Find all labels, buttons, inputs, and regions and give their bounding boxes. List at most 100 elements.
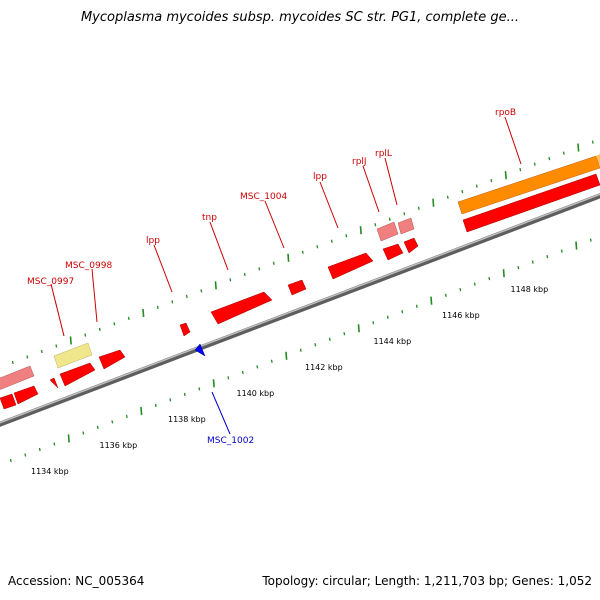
major-tick <box>212 379 215 388</box>
gene-label-lpp-2[interactable]: lpp <box>313 172 327 182</box>
gene-label-rpoB[interactable]: rpoB <box>495 108 516 118</box>
minor-tick <box>198 387 201 391</box>
minor-tick <box>272 261 275 265</box>
gene-label-lpp-1[interactable]: lpp <box>146 236 160 246</box>
scale-tick-label: 1134 kbp <box>31 467 69 476</box>
gene-fwd-rpoB[interactable] <box>462 173 600 233</box>
gene-fwd-tnp[interactable] <box>210 291 273 325</box>
minor-tick <box>127 316 130 321</box>
minor-tick <box>185 294 188 298</box>
gene-msc-0998-box[interactable] <box>53 342 93 369</box>
minor-tick <box>55 344 58 348</box>
minor-tick <box>113 322 116 326</box>
minor-tick <box>328 337 331 341</box>
minor-tick <box>415 304 418 308</box>
minor-tick <box>374 223 377 227</box>
major-tick <box>67 434 70 443</box>
minor-tick <box>200 289 203 293</box>
major-tick <box>359 226 362 235</box>
genome-backbone-highlight <box>0 193 600 424</box>
scale-tick-label: 1136 kbp <box>100 441 138 450</box>
gene-fwd-g[interactable] <box>287 279 307 296</box>
minor-tick <box>473 282 476 286</box>
gene-label-rplL[interactable]: rplL <box>375 149 392 159</box>
minor-tick <box>589 238 592 242</box>
gene-fwd-h[interactable] <box>382 243 404 261</box>
gene-label-msc-1002[interactable]: MSC_1002 <box>207 436 254 446</box>
major-tick <box>214 281 217 290</box>
minor-tick <box>243 272 246 276</box>
scale-tick-label: 1148 kbp <box>511 285 549 294</box>
minor-tick <box>316 245 319 249</box>
label-leaders <box>50 116 522 435</box>
accession-text: Accession: NC_005364 <box>8 574 145 588</box>
minor-tick <box>345 234 348 238</box>
genome-backbone <box>0 193 600 427</box>
gene-track-forward-inner <box>0 173 600 410</box>
minor-tick <box>53 442 56 446</box>
gene-fwd-f[interactable] <box>179 322 191 337</box>
gene-fwd-d[interactable] <box>59 362 96 387</box>
gene-fwd-lpp[interactable] <box>327 252 374 280</box>
gene-label-msc-1004[interactable]: MSC_1004 <box>240 192 287 202</box>
minor-tick <box>386 315 389 319</box>
major-tick <box>140 406 143 415</box>
scale-tick-label: 1144 kbp <box>374 337 412 346</box>
minor-tick <box>519 168 522 172</box>
inner-tick-ring: 1134 kbp 1136 kbp 1138 kbp 1140 kbp 1142 kbp… <box>9 238 592 476</box>
minor-tick <box>533 162 536 166</box>
gene-label-msc-0998[interactable]: MSC_0998 <box>65 261 112 271</box>
gene-track-forward-outer <box>0 154 600 390</box>
minor-tick <box>38 447 41 452</box>
outer-tick-ring <box>11 140 594 365</box>
gene-rpoB-box[interactable] <box>457 155 600 215</box>
minor-tick <box>459 288 462 292</box>
major-tick <box>577 143 580 152</box>
gene-fwd-i[interactable] <box>403 237 419 254</box>
gene-rpoB-box-edge <box>596 154 600 166</box>
minor-tick <box>343 332 346 336</box>
minor-tick <box>258 267 261 271</box>
scale-tick-label: 1138 kbp <box>168 415 206 424</box>
gene-label-tnp[interactable]: tnp <box>202 213 217 223</box>
minor-tick <box>183 392 186 396</box>
gene-rplL-box[interactable] <box>397 217 415 235</box>
minor-tick <box>591 140 594 144</box>
minor-tick <box>154 403 157 408</box>
gene-reverse-msc-1002[interactable] <box>194 343 206 357</box>
gene-fwd-e[interactable] <box>98 349 126 370</box>
minor-tick <box>490 179 493 183</box>
minor-tick <box>171 300 174 304</box>
major-tick <box>430 296 433 305</box>
minor-tick <box>548 156 551 161</box>
gene-rplJ-box[interactable] <box>376 221 399 242</box>
minor-tick <box>330 239 333 243</box>
gene-fwd-b[interactable] <box>13 385 39 405</box>
gene-label-msc-0997[interactable]: MSC_0997 <box>27 277 74 287</box>
minor-tick <box>169 398 172 402</box>
major-tick <box>504 171 507 180</box>
minor-tick <box>96 425 99 430</box>
minor-tick <box>560 249 563 253</box>
map-title: Mycoplasma mycoides subsp. mycoides SC s… <box>80 10 520 25</box>
minor-tick <box>156 305 159 310</box>
gene-fwd-c[interactable] <box>49 377 59 389</box>
minor-tick <box>488 277 491 281</box>
minor-tick <box>84 333 87 337</box>
minor-tick <box>24 453 27 457</box>
major-tick <box>432 198 435 207</box>
minor-tick <box>446 195 449 199</box>
gene-fwd-a[interactable] <box>0 393 17 410</box>
minor-tick <box>461 190 464 194</box>
major-tick <box>575 241 578 250</box>
major-tick <box>142 308 145 317</box>
minor-tick <box>98 327 101 332</box>
major-tick <box>287 253 290 262</box>
minor-tick <box>531 260 534 264</box>
minor-tick <box>372 321 375 325</box>
gene-label-rplJ[interactable]: rplJ <box>352 157 367 167</box>
minor-tick <box>241 370 244 374</box>
minor-tick <box>417 206 420 210</box>
gene-pseudo-left[interactable] <box>0 365 35 390</box>
